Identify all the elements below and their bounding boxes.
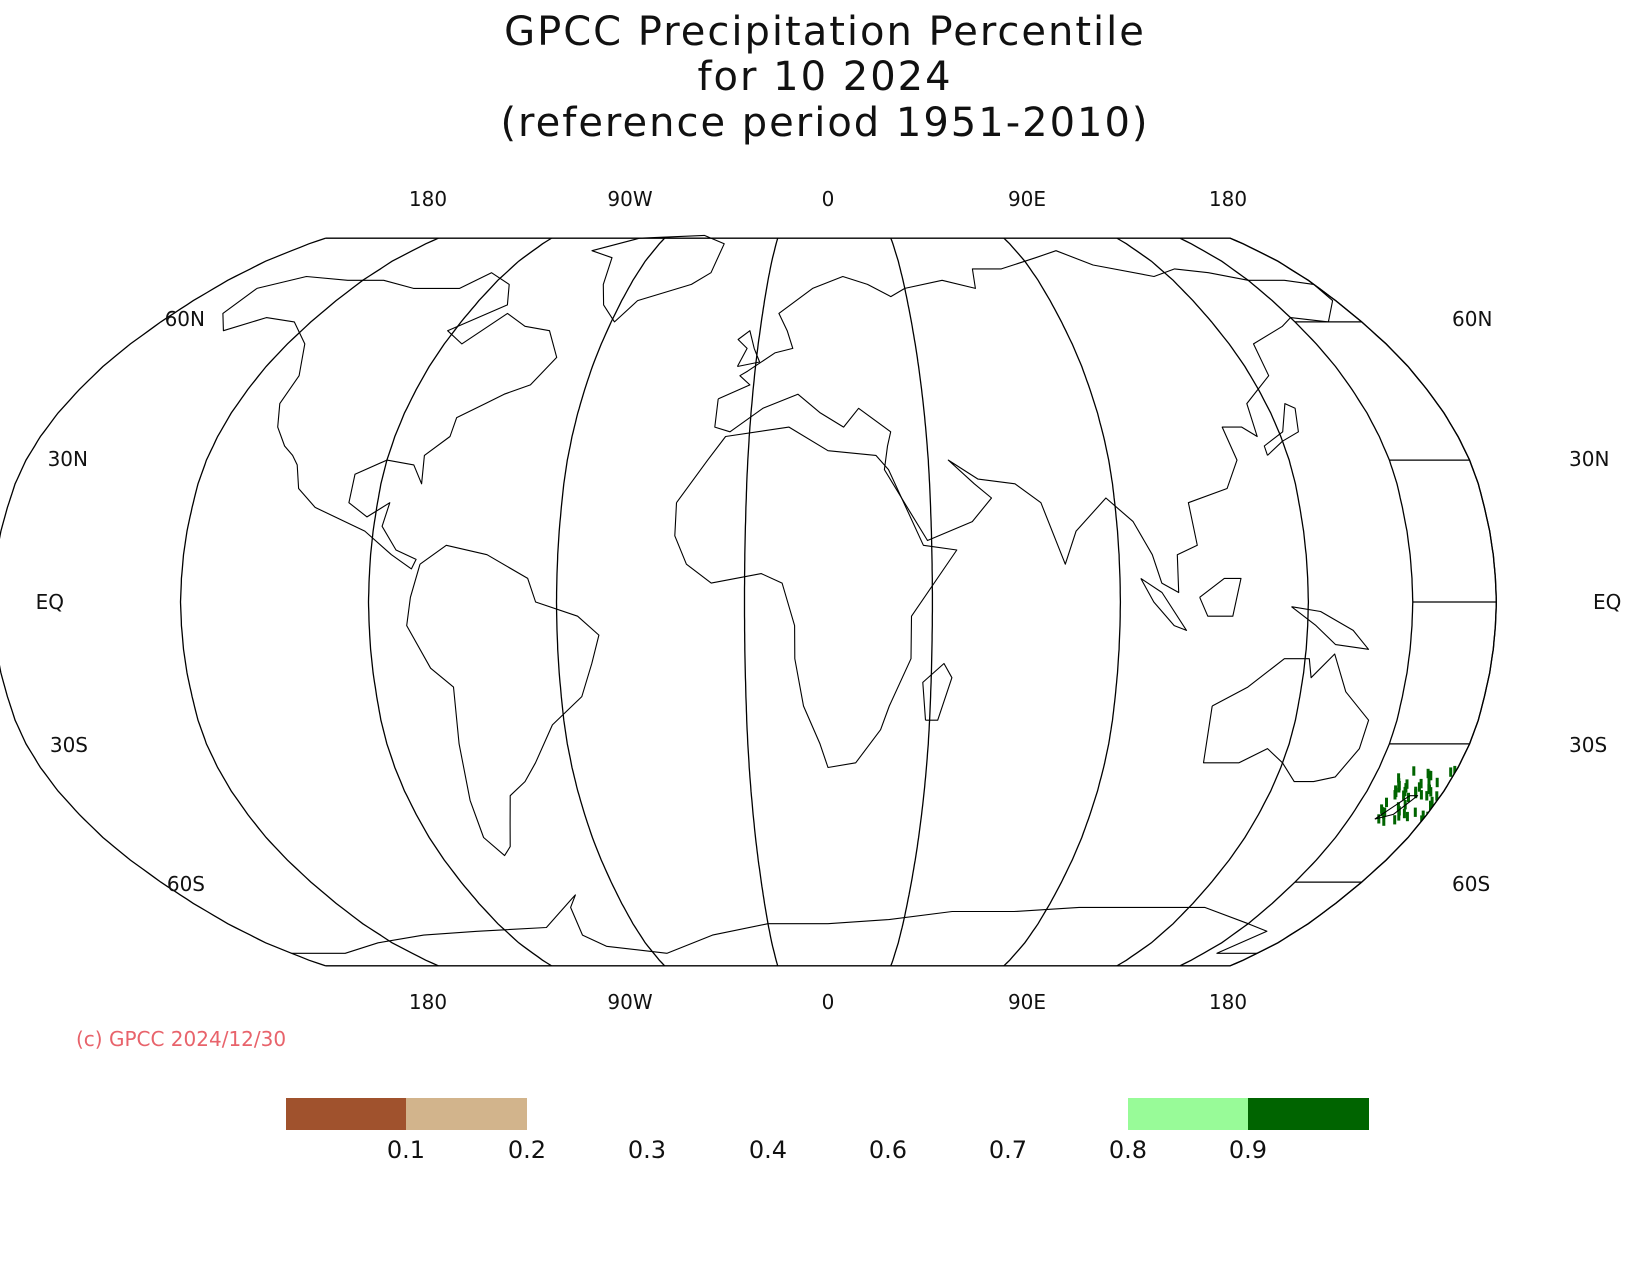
precip-cell-very-wet bbox=[1397, 778, 1401, 788]
lat-label-60s-right: 60S bbox=[1452, 872, 1490, 896]
meridian-line bbox=[743, 238, 779, 966]
lon-label-180-west-bottom: 180 bbox=[409, 990, 447, 1014]
coastline-australia bbox=[1202, 653, 1370, 783]
lat-label-30s-left: 30S bbox=[50, 733, 88, 757]
lat-label-60n-right: 60N bbox=[1452, 307, 1492, 331]
precip-cell-very-wet bbox=[1403, 786, 1407, 797]
longitude-labels-top: 180 90W 0 90E 180 bbox=[409, 187, 1247, 211]
lon-label-180-east-top: 180 bbox=[1209, 187, 1247, 211]
legend-segment-below-0-1 bbox=[286, 1098, 406, 1130]
legend-tick-0-8: 0.8 bbox=[1109, 1136, 1147, 1164]
coastline-eurasia bbox=[714, 250, 1334, 594]
precip-cell-very-wet bbox=[1453, 765, 1457, 776]
legend-tick-0-7: 0.7 bbox=[989, 1136, 1027, 1164]
lon-label-180-east-bottom: 180 bbox=[1209, 990, 1247, 1014]
coastline-madagascar bbox=[922, 662, 953, 721]
latitude-labels-left: 60N 30N EQ 30S 60S bbox=[36, 307, 205, 896]
lon-label-90w-bottom: 90W bbox=[607, 990, 652, 1014]
coastline-sumatra bbox=[1140, 577, 1188, 631]
precip-cell-very-wet bbox=[1435, 791, 1439, 801]
coastline-south-america bbox=[406, 544, 600, 857]
coastline-japan bbox=[1263, 403, 1299, 456]
precip-cell-very-wet bbox=[1430, 796, 1434, 807]
precip-cell-very-wet bbox=[1407, 792, 1410, 803]
lon-label-90e-bottom: 90E bbox=[1008, 990, 1046, 1014]
precip-cell-very-wet bbox=[1421, 810, 1425, 820]
legend-segment-0-8-to-0-9 bbox=[1128, 1098, 1248, 1130]
lat-label-eq-left: EQ bbox=[36, 590, 64, 614]
meridian-line bbox=[555, 237, 666, 967]
precip-cell-very-wet bbox=[1426, 768, 1430, 779]
lon-label-90e-top: 90E bbox=[1008, 187, 1046, 211]
precip-cell-very-wet bbox=[1419, 790, 1423, 800]
precip-cell-very-wet bbox=[1380, 804, 1384, 814]
coastline-antarctica bbox=[291, 894, 1268, 954]
legend-segment-above-0-9 bbox=[1248, 1098, 1369, 1130]
title-line-3: (reference period 1951-2010) bbox=[500, 100, 1149, 146]
lat-label-eq-right: EQ bbox=[1593, 590, 1621, 614]
precip-cell-very-wet bbox=[1382, 816, 1386, 826]
coastline-africa bbox=[674, 426, 958, 769]
precip-cell-very-wet bbox=[1417, 782, 1421, 792]
lat-label-30n-left: 30N bbox=[48, 447, 88, 471]
lon-label-90w-top: 90W bbox=[607, 187, 652, 211]
legend-tick-0-4: 0.4 bbox=[749, 1136, 787, 1164]
precip-cell-very-wet bbox=[1427, 784, 1431, 794]
map-outline bbox=[325, 237, 1497, 967]
coastline-new-guinea bbox=[1291, 606, 1370, 650]
lat-label-60n-left: 60N bbox=[165, 307, 205, 331]
title-line-1: GPCC Precipitation Percentile bbox=[504, 9, 1146, 55]
lon-label-0-bottom: 0 bbox=[822, 990, 835, 1014]
precip-cell-very-wet bbox=[1435, 777, 1439, 788]
legend-segment-0-1-to-0-2 bbox=[406, 1098, 527, 1130]
coastline-new-zealand bbox=[1374, 795, 1419, 820]
legend-tick-0-3: 0.3 bbox=[628, 1136, 666, 1164]
legend-tick-0-2: 0.2 bbox=[508, 1136, 546, 1164]
legend-tick-0-9: 0.9 bbox=[1229, 1136, 1267, 1164]
lat-label-30n-right: 30N bbox=[1569, 447, 1609, 471]
legend-tick-0-6: 0.6 bbox=[869, 1136, 907, 1164]
precip-cell-very-wet bbox=[1397, 811, 1401, 821]
precip-cell-very-wet bbox=[1393, 815, 1397, 825]
coastline-greenland bbox=[591, 234, 725, 323]
coastlines bbox=[222, 234, 1419, 954]
meridian-line bbox=[179, 237, 439, 967]
precip-cell-very-wet bbox=[1397, 773, 1401, 783]
precip-cell-very-wet bbox=[1385, 797, 1388, 808]
meridian-line bbox=[890, 237, 934, 967]
precip-cell-very-wet bbox=[1414, 786, 1418, 797]
longitude-labels-bottom: 180 90W 0 90E 180 bbox=[409, 990, 1247, 1014]
color-legend: 0.1 0.2 0.3 0.4 0.6 0.7 0.8 0.9 bbox=[286, 1098, 1369, 1164]
meridian-line bbox=[0, 237, 326, 967]
lon-label-180-west-top: 180 bbox=[409, 187, 447, 211]
precip-cell-very-wet bbox=[1396, 802, 1400, 812]
precip-cell-very-wet bbox=[1412, 766, 1416, 776]
meridian-line bbox=[1116, 237, 1310, 967]
precip-cell-very-wet bbox=[1449, 767, 1453, 777]
precip-cell-very-wet bbox=[1405, 811, 1409, 822]
precip-cell-very-wet bbox=[1429, 787, 1433, 797]
title-line-2: for 10 2024 bbox=[697, 54, 952, 100]
coastline-borneo bbox=[1199, 577, 1242, 617]
precip-cell-very-wet bbox=[1394, 787, 1398, 798]
legend-tick-0-1: 0.1 bbox=[387, 1136, 425, 1164]
precip-cell-very-wet bbox=[1413, 807, 1417, 817]
precip-cell-very-wet bbox=[1419, 778, 1423, 789]
latitude-labels-right: 60N 30N EQ 30S 60S bbox=[1452, 307, 1621, 896]
lon-label-0-top: 0 bbox=[822, 187, 835, 211]
meridian-line bbox=[1003, 237, 1122, 967]
precip-cell-very-wet bbox=[1429, 800, 1432, 811]
copyright-credit: (c) GPCC 2024/12/30 bbox=[76, 1027, 286, 1051]
coastline-great-britain bbox=[736, 330, 761, 368]
lat-label-60s-left: 60S bbox=[167, 872, 205, 896]
coastline-north-america bbox=[222, 272, 558, 570]
precip-cell-very-wet bbox=[1402, 808, 1406, 819]
precip-cell-very-wet bbox=[1425, 791, 1429, 801]
meridian-line bbox=[367, 237, 552, 967]
lat-label-30s-right: 30S bbox=[1569, 733, 1607, 757]
precip-cell-very-wet bbox=[1377, 814, 1381, 824]
